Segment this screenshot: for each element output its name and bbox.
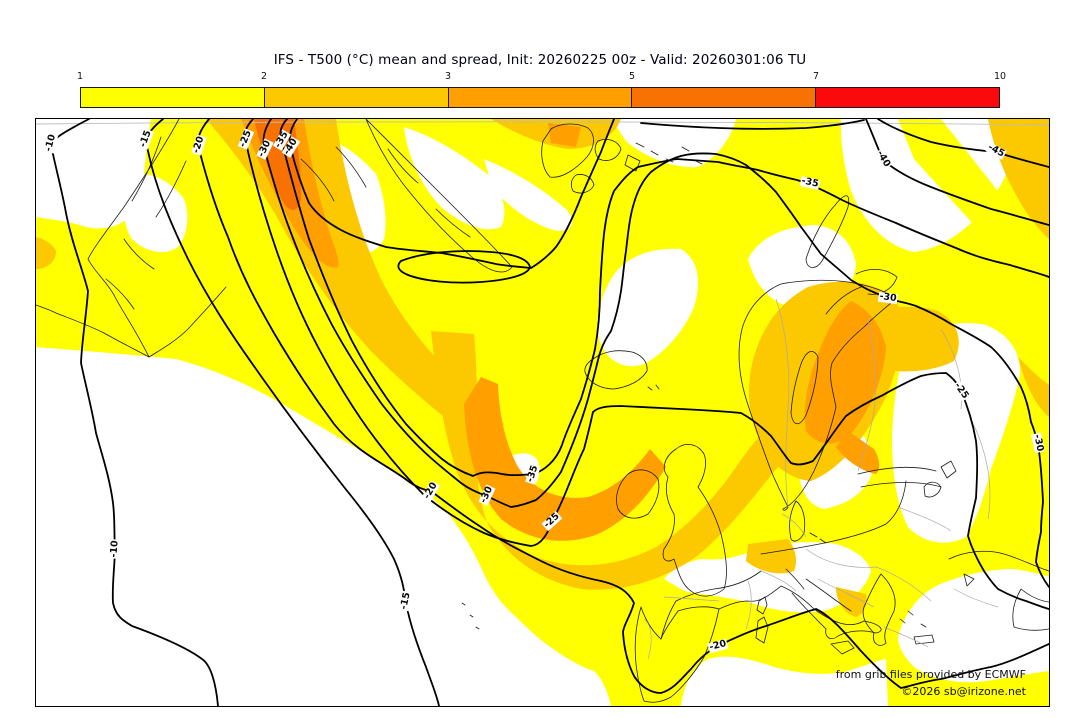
contour-minus35 xyxy=(279,119,1049,477)
contour-minus10 xyxy=(50,119,219,706)
colorbar-segment xyxy=(632,88,817,107)
contour-label: -10 xyxy=(108,539,121,559)
colorbar-segment xyxy=(264,88,449,107)
colorbar-ticks: 1 2 3 5 7 10 xyxy=(0,71,1080,85)
colorbar-tick-label: 2 xyxy=(260,71,268,82)
colorbar-segment xyxy=(448,88,633,107)
colorbar xyxy=(80,87,1000,108)
contour-minus45 xyxy=(877,119,1049,168)
contour-minus40-east xyxy=(865,119,1049,226)
attribution-source: from grib files provided by ECMWF xyxy=(835,668,1026,681)
colorbar-tick-label: 3 xyxy=(444,71,452,82)
country-borders xyxy=(643,298,999,660)
colorbar-segment xyxy=(81,88,265,107)
spread-field xyxy=(36,119,1049,706)
contour-lines xyxy=(50,119,1049,706)
map-area: -10 -15 -20 -25 -30 -35 -40 -10 -15 -20 -30 -35 -25-… xyxy=(35,118,1050,707)
colorbar-tick-label: 7 xyxy=(812,71,820,82)
contour-closed-low xyxy=(397,250,531,284)
colorbar-tick-label: 1 xyxy=(76,71,84,82)
map-svg xyxy=(36,119,1049,706)
contour-top-edge xyxy=(640,119,865,130)
contour-minus25 xyxy=(243,119,1049,610)
colorbar-segment xyxy=(816,88,999,107)
graticule-line xyxy=(36,121,1049,126)
chart-title: IFS - T500 (°C) mean and spread, Init: 2… xyxy=(273,52,807,68)
colorbar-tick-label: 10 xyxy=(993,71,1007,82)
attribution-copyright: ©2026 sb@irizone.net xyxy=(901,685,1026,698)
coastlines xyxy=(36,119,1049,703)
colorbar-tick-label: 5 xyxy=(628,71,636,82)
spread-lt1-regions xyxy=(36,119,1049,706)
contour-minus40-west xyxy=(288,119,615,269)
contour-minus20 xyxy=(196,119,1049,694)
contour-minus15 xyxy=(145,119,440,706)
